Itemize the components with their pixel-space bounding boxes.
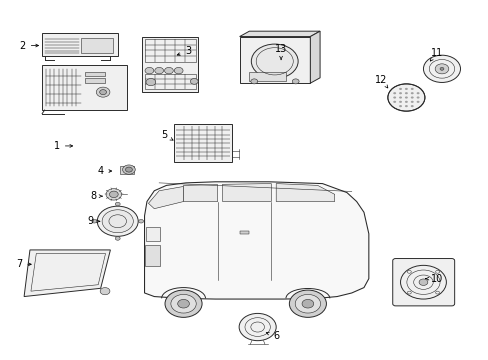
Circle shape [96, 87, 110, 97]
Circle shape [439, 67, 443, 70]
FancyBboxPatch shape [120, 166, 134, 174]
Circle shape [139, 220, 143, 223]
FancyBboxPatch shape [249, 72, 285, 81]
FancyBboxPatch shape [81, 38, 113, 53]
Circle shape [416, 96, 419, 99]
FancyBboxPatch shape [239, 231, 249, 234]
Circle shape [392, 101, 395, 103]
Circle shape [434, 64, 448, 74]
Circle shape [170, 294, 196, 313]
Text: 6: 6 [266, 331, 279, 341]
Circle shape [102, 210, 133, 233]
Circle shape [418, 279, 427, 285]
Circle shape [410, 105, 413, 107]
Circle shape [174, 67, 183, 74]
Polygon shape [222, 184, 271, 202]
Text: 8: 8 [90, 191, 102, 201]
Circle shape [404, 96, 407, 99]
Circle shape [392, 96, 395, 99]
Circle shape [398, 92, 401, 94]
Circle shape [109, 191, 118, 198]
Polygon shape [183, 185, 217, 202]
Circle shape [164, 290, 202, 318]
Circle shape [177, 300, 189, 308]
Text: 12: 12 [374, 75, 387, 88]
Circle shape [398, 96, 401, 99]
Circle shape [115, 237, 120, 240]
Circle shape [398, 105, 401, 107]
Circle shape [400, 265, 446, 299]
Circle shape [155, 67, 163, 74]
Circle shape [250, 79, 257, 84]
Circle shape [115, 202, 120, 206]
Circle shape [410, 101, 413, 103]
Circle shape [392, 92, 395, 94]
Text: 7: 7 [16, 259, 31, 269]
FancyBboxPatch shape [392, 258, 454, 306]
Circle shape [289, 290, 326, 318]
Circle shape [404, 105, 407, 107]
Text: 10: 10 [425, 274, 442, 284]
Circle shape [97, 206, 138, 236]
Circle shape [398, 88, 401, 90]
Text: 9: 9 [88, 216, 100, 226]
FancyBboxPatch shape [142, 37, 198, 92]
Polygon shape [24, 250, 110, 297]
Polygon shape [148, 186, 183, 209]
Text: 1: 1 [54, 141, 73, 151]
Circle shape [190, 78, 198, 84]
FancyBboxPatch shape [145, 244, 159, 266]
Circle shape [100, 90, 106, 95]
Text: 3: 3 [177, 46, 191, 56]
Circle shape [302, 300, 313, 308]
FancyBboxPatch shape [85, 72, 104, 76]
Circle shape [404, 92, 407, 94]
Circle shape [239, 314, 276, 341]
Circle shape [410, 96, 413, 99]
Circle shape [295, 294, 320, 313]
Circle shape [100, 288, 110, 295]
Text: 4: 4 [98, 166, 111, 176]
Circle shape [251, 44, 298, 78]
Polygon shape [239, 31, 320, 37]
Circle shape [404, 88, 407, 90]
Circle shape [292, 79, 299, 84]
Circle shape [145, 67, 154, 74]
Text: 11: 11 [429, 48, 442, 61]
Circle shape [404, 101, 407, 103]
FancyBboxPatch shape [42, 65, 127, 110]
Circle shape [92, 220, 97, 223]
Circle shape [416, 92, 419, 94]
Polygon shape [310, 31, 320, 83]
FancyBboxPatch shape [145, 226, 160, 241]
Text: 2: 2 [20, 41, 39, 50]
FancyBboxPatch shape [85, 78, 104, 83]
Circle shape [125, 167, 132, 172]
FancyBboxPatch shape [173, 125, 232, 162]
Circle shape [106, 189, 122, 200]
Circle shape [410, 92, 413, 94]
Circle shape [410, 88, 413, 90]
Text: 13: 13 [274, 44, 286, 60]
Circle shape [387, 84, 424, 111]
Text: 5: 5 [161, 130, 173, 140]
FancyBboxPatch shape [42, 33, 118, 56]
Circle shape [146, 78, 156, 86]
Polygon shape [276, 184, 334, 202]
Circle shape [122, 165, 135, 174]
Circle shape [164, 67, 173, 74]
Polygon shape [239, 37, 310, 83]
Circle shape [423, 55, 460, 82]
Circle shape [398, 101, 401, 103]
Polygon shape [144, 182, 368, 299]
Circle shape [416, 101, 419, 103]
